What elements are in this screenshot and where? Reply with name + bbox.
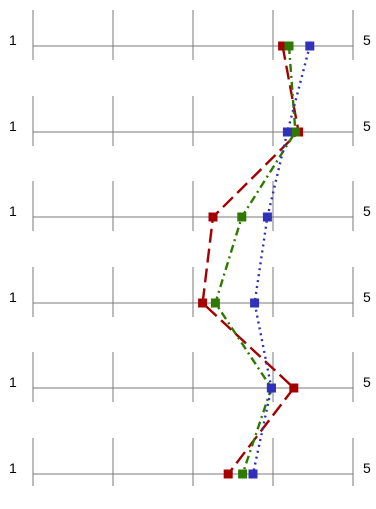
- data-point-marker: [305, 41, 315, 51]
- tick-label-right: 5: [363, 460, 371, 476]
- data-point-marker: [198, 298, 208, 308]
- data-point-marker: [248, 469, 258, 479]
- data-point-marker: [223, 469, 233, 479]
- data-point-marker: [282, 127, 292, 137]
- tick-label-left: 1: [9, 374, 17, 390]
- tick-label-right: 5: [363, 118, 371, 134]
- data-point-marker: [262, 212, 272, 222]
- data-point-marker: [289, 383, 299, 393]
- tick-label-right: 5: [363, 289, 371, 305]
- tick-label-left: 1: [9, 32, 17, 48]
- data-point-marker: [250, 298, 260, 308]
- tick-label-right: 5: [363, 374, 371, 390]
- data-point-marker: [238, 469, 248, 479]
- row-labels: 1 5 1 5 1 5 1 5 1 5 1 5: [9, 32, 371, 476]
- series-line: [201, 45, 300, 475]
- series-line: [214, 45, 297, 475]
- tick-label-right: 5: [363, 32, 371, 48]
- data-point-marker: [266, 383, 276, 393]
- series-group: [198, 41, 315, 479]
- tick-label-left: 1: [9, 118, 17, 134]
- data-point-marker: [210, 298, 220, 308]
- grid: [32, 10, 354, 486]
- data-point-marker: [290, 127, 300, 137]
- series-line: [251, 45, 311, 475]
- tick-label-left: 1: [9, 289, 17, 305]
- data-point-marker: [284, 41, 294, 51]
- tick-label-left: 1: [9, 203, 17, 219]
- data-point-marker: [208, 212, 218, 222]
- data-point-marker: [237, 212, 247, 222]
- tick-label-right: 5: [363, 203, 371, 219]
- data-point-marker: [278, 41, 288, 51]
- tick-label-left: 1: [9, 460, 17, 476]
